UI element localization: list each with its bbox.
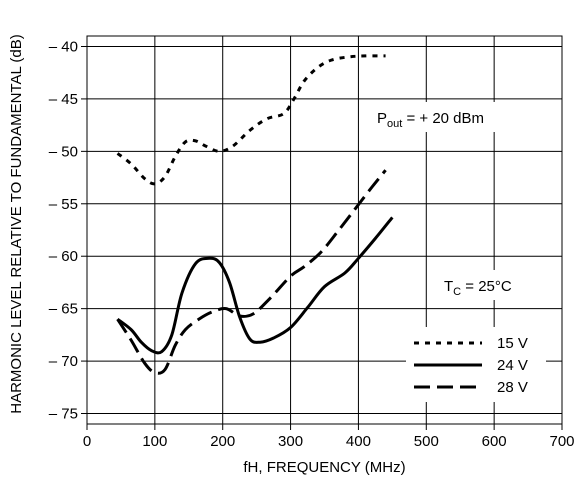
tc-rest: = 25°C [461,278,512,295]
series-line-15-v [116,54,386,186]
y-tick-label: – 55 [49,196,78,213]
annotations: Pout = + 20 dBm TC = 25°C [372,102,534,300]
pout-sub: out [387,118,402,130]
y-tick-label: – 65 [49,301,78,318]
x-axis-title: fH, FREQUENCY (MHz) [243,459,405,476]
legend-label-15-v: 15 V [497,335,528,352]
series-line-28-v [116,169,387,375]
series-line-24-v [116,216,394,355]
x-tick-label: 500 [414,433,439,450]
tc-annotation-bg [440,270,534,300]
pout-annotation: Pout = + 20 dBm [377,110,484,130]
y-tick-label: – 70 [49,353,78,370]
legend-label-24-v: 24 V [497,357,528,374]
tc-sub: C [453,286,461,298]
series-lines [116,54,394,375]
x-tick-label: 300 [278,433,303,450]
x-tick-label: 200 [210,433,235,450]
tc-main: T [444,278,453,295]
y-tick-label: – 45 [49,91,78,108]
pout-main: P [377,110,387,127]
x-tick-label: 400 [346,433,371,450]
axis-ticks: 0 100 200 300 400 500 600 700 – 40 – 45 – 50 – 55 – … [49,38,575,450]
y-tick-label: – 50 [49,143,78,160]
y-tick-label: – 75 [49,406,78,423]
pout-annotation-bg [372,102,534,132]
x-tick-label: 100 [142,433,167,450]
tc-annotation: TC = 25°C [444,278,512,298]
legend-label-28-v: 28 V [497,379,528,396]
x-tick-label: 600 [482,433,507,450]
y-tick-label: – 40 [49,38,78,55]
plot-frame [86,35,563,425]
x-tick-label: 700 [549,433,574,450]
y-tick-label: – 60 [49,248,78,265]
pout-rest: = + 20 dBm [402,110,484,127]
y-axis-title: HARMONIC LEVEL RELATIVE TO FUNDAMENTAL (… [8,34,25,414]
x-tick-label: 0 [83,433,91,450]
legend: 15 V 24 V 28 V [406,327,546,402]
